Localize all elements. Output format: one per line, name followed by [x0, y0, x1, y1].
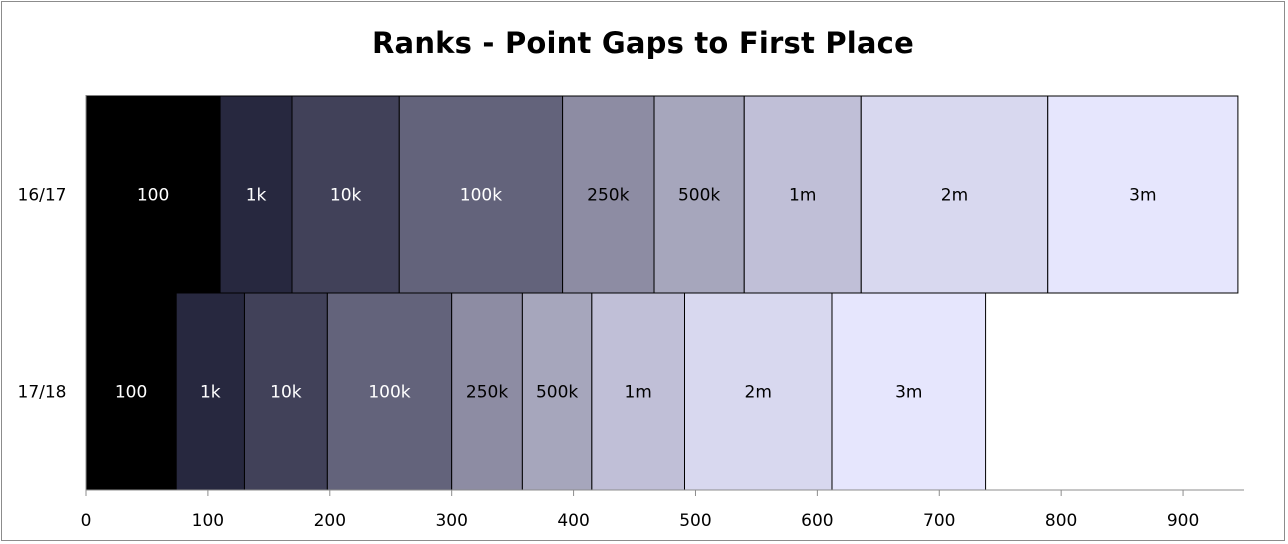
segment-label-16-17-1m: 1m	[789, 186, 816, 206]
segment-label-16-17-1k: 1k	[246, 186, 267, 206]
x-tick-label-0: 0	[81, 511, 92, 531]
segment-label-17-18-500k: 500k	[536, 383, 578, 403]
bar-segment-16-17-3m	[1047, 95, 1239, 294]
segment-label-17-18-2m: 2m	[745, 383, 772, 403]
segment-label-17-18-1k: 1k	[200, 383, 221, 403]
x-tick-label-800: 800	[1045, 511, 1077, 531]
x-tick-label-400: 400	[557, 511, 589, 531]
x-tick-label-600: 600	[801, 511, 833, 531]
x-tick-label-200: 200	[314, 511, 346, 531]
bar-segment-17-18-1k	[175, 292, 245, 491]
bar-segment-16-17-10k	[291, 95, 400, 294]
x-tick-label-100: 100	[192, 511, 224, 531]
bars-group: 100 1k 10k 100k 250k 500k 1m 2m 3m 100 1k 10k 100k 25…	[85, 95, 1239, 491]
bar-segment-17-18-1m	[591, 292, 686, 491]
bar-segment-17-18-10k	[243, 292, 328, 491]
bar-segment-16-17-1k	[219, 95, 293, 294]
segment-label-16-17-250k: 250k	[587, 186, 629, 206]
x-tick-label-700: 700	[923, 511, 955, 531]
bar-segment-17-18-100k	[326, 292, 453, 491]
segment-label-17-18-1m: 1m	[624, 383, 651, 403]
category-label-16-17: 16/17	[18, 186, 67, 206]
bar-segment-17-18-3m	[831, 292, 987, 491]
segment-label-17-18-10k: 10k	[270, 383, 302, 403]
axes-group: 16/17 17/18 0 100 200 300 400 500 600 700 800 900	[18, 96, 1244, 531]
bar-segment-17-18-500k	[521, 292, 593, 491]
bar-segment-17-18-2m	[684, 292, 833, 491]
segment-label-16-17-3m: 3m	[1129, 186, 1156, 206]
bar-segment-16-17-1m	[743, 95, 862, 294]
x-tick-label-300: 300	[435, 511, 467, 531]
bar-segment-16-17-100	[85, 95, 221, 294]
category-label-17-18: 17/18	[18, 383, 67, 403]
segment-label-16-17-100: 100	[137, 186, 169, 206]
segment-label-17-18-3m: 3m	[895, 383, 922, 403]
segment-label-17-18-250k: 250k	[466, 383, 508, 403]
bar-segment-16-17-2m	[860, 95, 1049, 294]
segment-label-16-17-100k: 100k	[460, 186, 502, 206]
segment-label-17-18-100k: 100k	[368, 383, 410, 403]
bar-segment-16-17-500k	[653, 95, 745, 294]
segment-label-16-17-10k: 10k	[330, 186, 362, 206]
chart-title: Ranks - Point Gaps to First Place	[372, 26, 914, 60]
segment-label-17-18-100: 100	[115, 383, 147, 403]
x-tick-label-500: 500	[679, 511, 711, 531]
segment-label-16-17-500k: 500k	[678, 186, 720, 206]
x-tick-label-900: 900	[1167, 511, 1199, 531]
bar-segment-17-18-250k	[451, 292, 523, 491]
segment-label-16-17-2m: 2m	[941, 186, 968, 206]
